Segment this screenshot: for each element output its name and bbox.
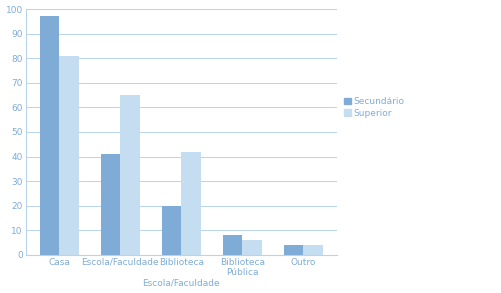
X-axis label: Escola/Faculdade: Escola/Faculdade [142,278,220,287]
Bar [242,240,262,255]
Bar [284,245,303,255]
Legend: Secundário, Superior: Secundário, Superior [345,97,404,118]
Bar [120,95,140,255]
Bar [181,152,201,255]
Bar [162,206,181,255]
Bar [303,245,323,255]
Bar [40,16,59,255]
Bar [59,56,79,255]
Bar [101,154,120,255]
Bar [222,235,242,255]
